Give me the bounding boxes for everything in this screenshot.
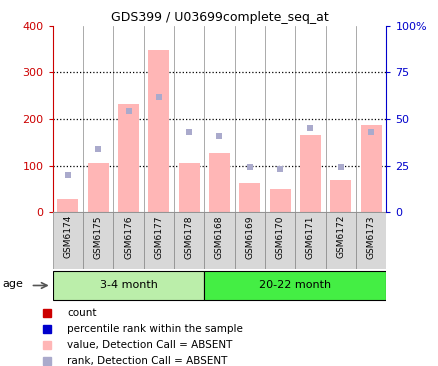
Text: rank, Detection Call = ABSENT: rank, Detection Call = ABSENT xyxy=(67,356,227,366)
Point xyxy=(306,125,313,131)
Text: GSM6169: GSM6169 xyxy=(245,215,254,259)
Bar xyxy=(57,199,78,212)
Text: GSM6174: GSM6174 xyxy=(63,215,72,258)
Text: GSM6176: GSM6176 xyxy=(124,215,133,259)
Text: GSM6168: GSM6168 xyxy=(215,215,223,259)
Bar xyxy=(113,212,143,269)
Text: GSM6172: GSM6172 xyxy=(336,215,345,258)
Point xyxy=(95,146,102,152)
Bar xyxy=(269,189,290,212)
Bar xyxy=(360,124,381,212)
Bar xyxy=(234,212,265,269)
Bar xyxy=(355,212,385,269)
Bar xyxy=(118,104,139,212)
Text: 3-4 month: 3-4 month xyxy=(99,280,157,290)
Point xyxy=(125,109,132,115)
Text: GSM6177: GSM6177 xyxy=(154,215,163,259)
Bar xyxy=(239,183,260,212)
Bar xyxy=(143,212,173,269)
Text: 20-22 month: 20-22 month xyxy=(259,280,331,290)
Title: GDS399 / U03699complete_seq_at: GDS399 / U03699complete_seq_at xyxy=(110,11,328,25)
Bar xyxy=(178,163,199,212)
Bar xyxy=(173,212,204,269)
Text: GSM6170: GSM6170 xyxy=(275,215,284,259)
Bar xyxy=(295,212,325,269)
Text: GSM6178: GSM6178 xyxy=(184,215,193,259)
Bar xyxy=(87,163,109,212)
Point xyxy=(367,129,374,135)
Point xyxy=(185,129,192,135)
Point xyxy=(336,165,343,171)
Bar xyxy=(148,51,169,212)
Bar xyxy=(299,135,320,212)
Text: age: age xyxy=(3,279,24,289)
Bar xyxy=(53,270,204,300)
Bar xyxy=(204,270,385,300)
Text: value, Detection Call = ABSENT: value, Detection Call = ABSENT xyxy=(67,340,232,350)
Bar xyxy=(325,212,355,269)
Text: GSM6173: GSM6173 xyxy=(366,215,375,259)
Bar xyxy=(53,212,83,269)
Point xyxy=(246,165,253,171)
Text: percentile rank within the sample: percentile rank within the sample xyxy=(67,324,243,334)
Point xyxy=(64,172,71,178)
Bar xyxy=(204,212,234,269)
Point xyxy=(155,94,162,100)
Text: count: count xyxy=(67,308,97,318)
Bar xyxy=(329,180,351,212)
Bar xyxy=(208,153,230,212)
Point xyxy=(276,167,283,172)
Text: GSM6171: GSM6171 xyxy=(305,215,314,259)
Bar xyxy=(265,212,295,269)
Text: GSM6175: GSM6175 xyxy=(93,215,102,259)
Bar xyxy=(83,212,113,269)
Point xyxy=(215,133,223,139)
